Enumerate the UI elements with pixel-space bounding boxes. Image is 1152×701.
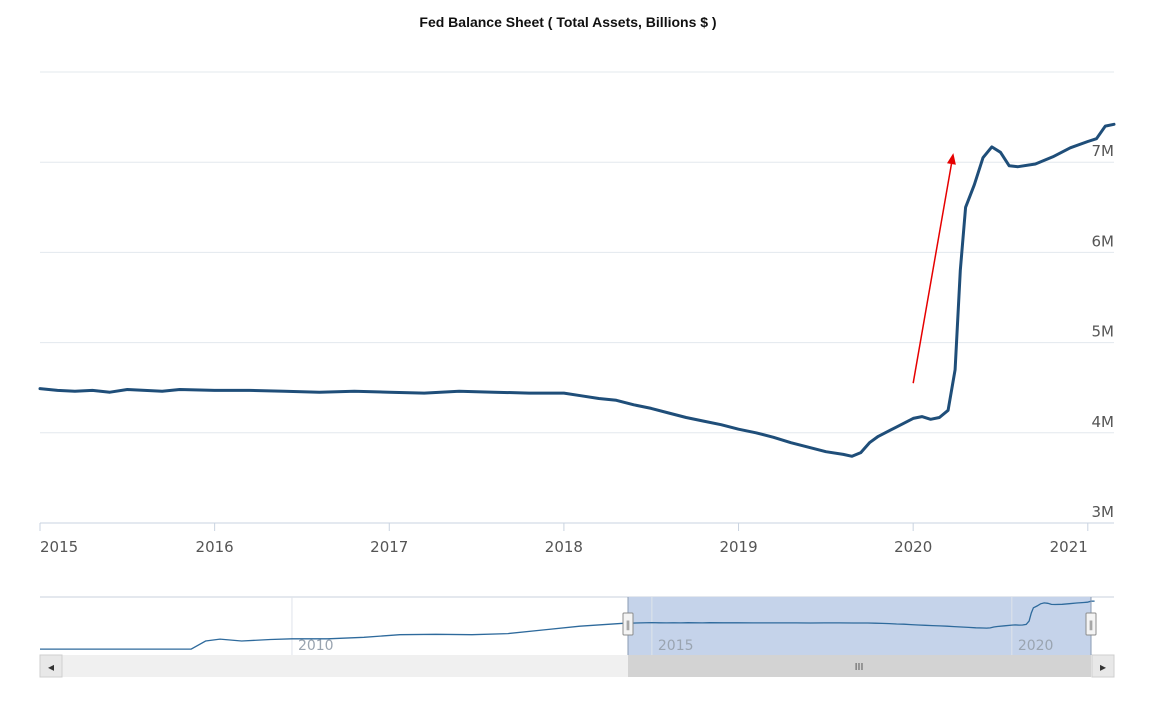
navigator-right-handle[interactable]: ‖: [1085, 612, 1097, 636]
navigator-series-line: [40, 600, 1095, 650]
y-tick-label: 7M: [1092, 142, 1115, 160]
y-tick-label: 6M: [1092, 232, 1115, 250]
y-tick-label: 5M: [1092, 323, 1115, 341]
y-tick-label: 3M: [1092, 503, 1115, 521]
x-tick-label: 2021: [1050, 538, 1088, 556]
annotations: [912, 153, 956, 384]
scroll-left-button[interactable]: ◂: [39, 654, 63, 678]
navigator-tick-label: 2010: [298, 638, 334, 654]
y-axis: 3M 4M 5M 6M 7M: [1092, 142, 1115, 521]
navigator-axis: 2010 2015 2020: [291, 597, 1054, 655]
grip-icon: ‖: [1089, 620, 1094, 631]
arrow-left-icon: ◂: [48, 660, 54, 674]
annotation-arrow: [912, 153, 956, 384]
chart-title: Fed Balance Sheet ( Total Assets, Billio…: [419, 14, 716, 30]
navigator-left-handle[interactable]: ‖: [622, 612, 634, 636]
x-tick-label: 2019: [719, 538, 757, 556]
y-tick-label: 4M: [1092, 413, 1115, 431]
x-tick-label: 2016: [196, 538, 234, 556]
x-tick-label: 2015: [40, 538, 78, 556]
scrollbar-grip-icon: III: [855, 662, 864, 673]
navigator-tick-label: 2015: [658, 638, 694, 654]
x-tick-label: 2020: [894, 538, 932, 556]
navigator[interactable]: 2010 2015 2020 ‖ ‖: [40, 596, 1114, 655]
scrollbar[interactable]: III ◂ ▸: [39, 654, 1115, 678]
x-axis: 2015 2016 2017 2018 2019 2020 2021: [39, 523, 1089, 556]
x-tick-label: 2018: [545, 538, 583, 556]
scrollbar-thumb[interactable]: [628, 655, 1091, 677]
grip-icon: ‖: [626, 620, 631, 631]
scroll-right-button[interactable]: ▸: [1091, 654, 1115, 678]
plot-area: [38, 122, 1116, 458]
grid: [40, 71, 1114, 524]
x-tick-label: 2017: [370, 538, 408, 556]
navigator-tick-label: 2020: [1018, 638, 1054, 654]
navigator-selected-range[interactable]: [628, 597, 1091, 655]
arrow-right-icon: ▸: [1100, 660, 1106, 674]
series-line: [38, 122, 1116, 458]
